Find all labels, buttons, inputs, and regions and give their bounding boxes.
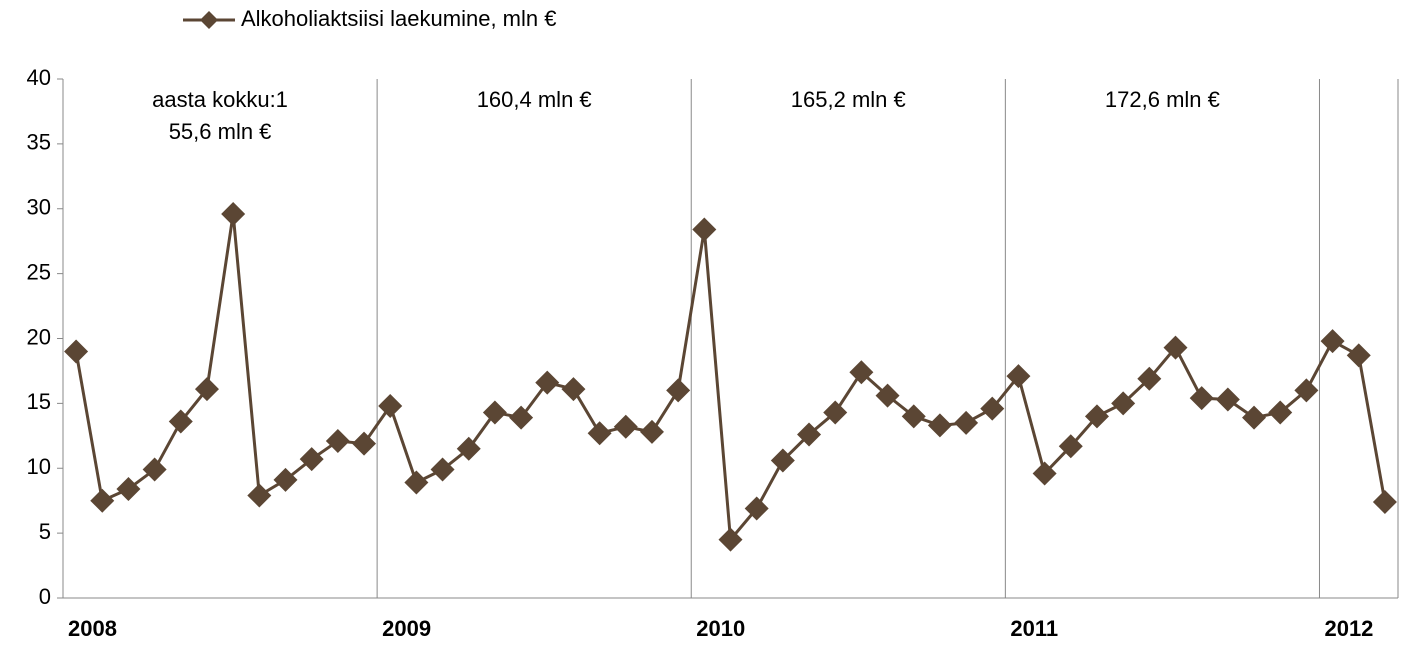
legend-marker	[200, 11, 218, 29]
marker	[299, 447, 324, 472]
marker	[404, 470, 429, 495]
y-tick-label: 10	[27, 454, 51, 479]
marker	[378, 393, 403, 418]
marker	[1242, 405, 1267, 430]
marker	[1084, 404, 1109, 429]
marker	[168, 409, 193, 434]
y-tick-label: 35	[27, 130, 51, 155]
marker	[116, 477, 141, 502]
y-tick-label: 25	[27, 259, 51, 284]
marker	[639, 419, 664, 444]
marker	[352, 431, 377, 456]
marker	[980, 396, 1005, 421]
marker	[1215, 387, 1240, 412]
y-tick-label: 30	[27, 195, 51, 220]
x-tick-label: 2008	[68, 616, 117, 641]
annotation: 55,6 mln €	[169, 119, 272, 144]
annotation: aasta kokku:1	[152, 87, 288, 112]
marker	[1137, 366, 1162, 391]
marker	[770, 448, 795, 473]
marker	[1268, 400, 1293, 425]
legend-label: Alkoholiaktsiisi laekumine, mln €	[241, 6, 556, 31]
marker	[1058, 434, 1083, 459]
marker	[456, 436, 481, 461]
marker	[1294, 378, 1319, 403]
y-tick-label: 5	[39, 519, 51, 544]
series-line	[74, 213, 1387, 544]
marker	[1320, 329, 1345, 354]
x-tick-label: 2012	[1324, 616, 1373, 641]
y-tick-label: 0	[39, 584, 51, 609]
marker	[64, 339, 89, 364]
marker	[666, 378, 691, 403]
marker	[692, 217, 717, 242]
marker	[1163, 335, 1188, 360]
marker	[142, 457, 167, 482]
marker	[325, 429, 350, 454]
marker	[875, 383, 900, 408]
annotation: 172,6 mln €	[1105, 87, 1220, 112]
marker	[509, 405, 534, 430]
marker	[927, 413, 952, 438]
y-tick-label: 40	[27, 65, 51, 90]
marker	[613, 414, 638, 439]
marker	[1189, 386, 1214, 411]
marker	[273, 467, 298, 492]
marker	[247, 483, 272, 508]
marker	[1372, 489, 1397, 514]
marker	[718, 527, 743, 552]
annotation: 165,2 mln €	[791, 87, 906, 112]
marker	[561, 377, 586, 402]
marker	[1346, 343, 1371, 368]
x-tick-label: 2011	[1010, 616, 1058, 641]
marker	[221, 201, 246, 226]
marker	[90, 488, 115, 513]
x-tick-label: 2010	[696, 616, 745, 641]
marker	[194, 377, 219, 402]
marker	[430, 457, 455, 482]
marker	[587, 421, 612, 446]
marker	[954, 410, 979, 435]
marker	[901, 404, 926, 429]
x-tick-label: 2009	[382, 616, 431, 641]
marker	[1111, 391, 1136, 416]
marker	[535, 370, 560, 395]
marker	[1006, 364, 1031, 389]
marker	[797, 422, 822, 447]
marker	[1032, 461, 1057, 486]
annotation: 160,4 mln €	[477, 87, 592, 112]
marker	[482, 400, 507, 425]
y-tick-label: 20	[27, 324, 51, 349]
y-tick-label: 15	[27, 389, 51, 414]
marker	[823, 400, 848, 425]
marker	[744, 496, 769, 521]
marker	[849, 360, 874, 385]
